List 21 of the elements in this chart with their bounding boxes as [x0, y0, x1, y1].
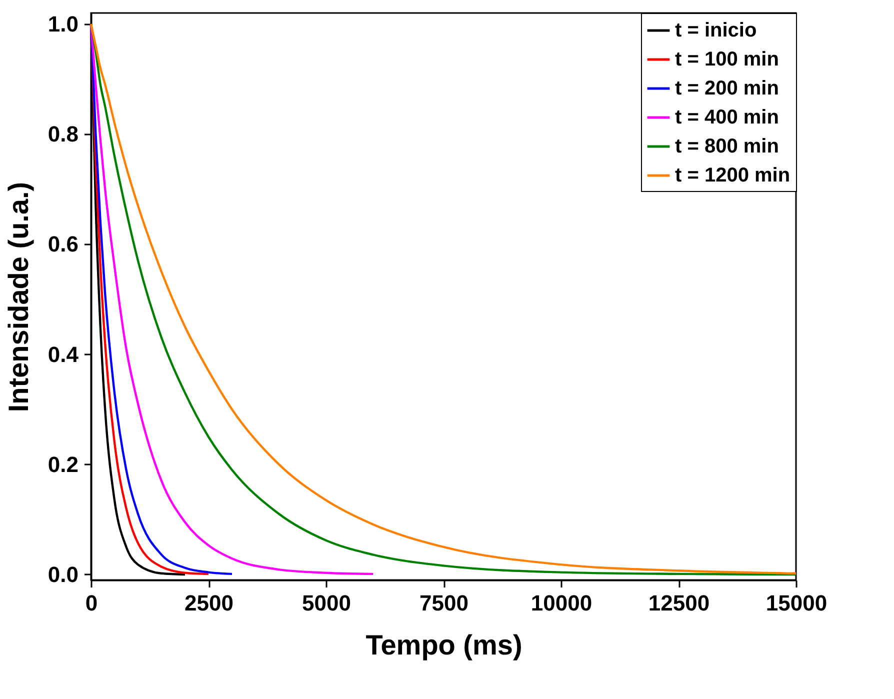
legend-label: t = 1200 min [675, 164, 790, 186]
legend-label: t = 100 min [675, 48, 779, 70]
legend-label: t = 400 min [675, 106, 779, 128]
x-tick-label: 5000 [302, 590, 351, 616]
y-tick-label: 1.0 [48, 12, 78, 37]
y-tick-label: 0.4 [48, 342, 80, 367]
y-tick-label: 0.2 [48, 452, 78, 477]
x-tick-label: 10000 [530, 590, 592, 616]
x-tick-label: 15000 [766, 590, 828, 616]
x-tick-label: 2500 [184, 590, 234, 616]
y-tick-label: 0.8 [48, 122, 78, 147]
legend-label: t = 800 min [675, 136, 779, 158]
y-tick-label: 0.0 [48, 562, 78, 587]
x-tick-label: 12500 [648, 590, 710, 616]
legend-label: t = inicio [675, 20, 757, 42]
x-tick-label: 0 [85, 590, 98, 616]
legend-label: t = 200 min [675, 78, 779, 100]
y-axis-title: Intensidade (u.a.) [2, 182, 34, 412]
y-tick-label: 0.6 [48, 232, 78, 257]
x-tick-label: 7500 [420, 590, 468, 616]
x-axis-title: Tempo (ms) [366, 630, 522, 660]
